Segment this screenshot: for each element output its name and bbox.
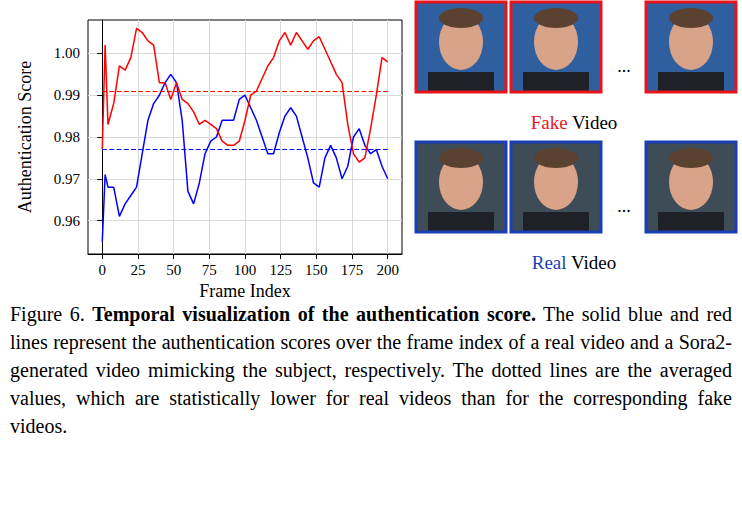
svg-text:0.96: 0.96: [54, 213, 81, 229]
svg-text:1.00: 1.00: [54, 45, 80, 61]
svg-text:Frame Index: Frame Index: [199, 281, 290, 301]
svg-text:150: 150: [305, 262, 328, 278]
svg-text:...: ...: [617, 196, 631, 216]
svg-text:125: 125: [269, 262, 292, 278]
svg-text:75: 75: [202, 262, 217, 278]
svg-text:0.97: 0.97: [54, 171, 81, 187]
svg-text:0.99: 0.99: [54, 87, 80, 103]
svg-text:Authentication Score: Authentication Score: [15, 61, 35, 213]
svg-text:100: 100: [234, 262, 257, 278]
svg-text:Fake Video: Fake Video: [531, 112, 618, 133]
svg-text:25: 25: [130, 262, 145, 278]
svg-text:...: ...: [617, 56, 631, 76]
svg-text:0.98: 0.98: [54, 129, 80, 145]
html-text:Figure 6. Temporal visualizati: Figure 6. Temporal visualization of the …: [10, 303, 732, 437]
svg-text:200: 200: [376, 262, 399, 278]
svg-text:0: 0: [99, 262, 107, 278]
svg-text:175: 175: [341, 262, 364, 278]
svg-text:Real Video: Real Video: [532, 252, 617, 273]
svg-text:50: 50: [166, 262, 181, 278]
